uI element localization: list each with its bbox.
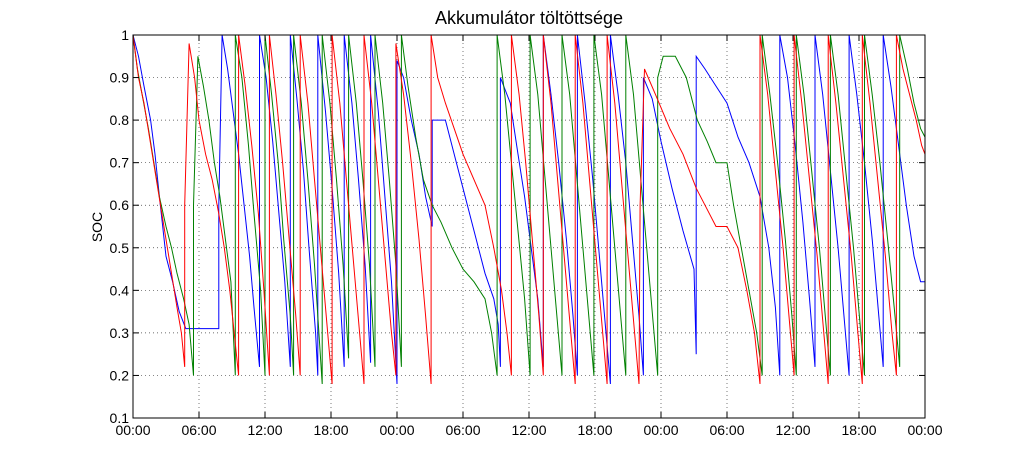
x-tick-label: 18:00: [841, 422, 876, 438]
y-tick-label: 0.1: [110, 410, 130, 426]
y-tick-label: 0.9: [110, 70, 130, 86]
x-tick-label: 06:00: [709, 422, 744, 438]
x-tick-label: 00:00: [115, 422, 150, 438]
x-tick-label: 18:00: [577, 422, 612, 438]
x-tick-label: 00:00: [907, 422, 942, 438]
series-line-0: [132, 34, 925, 385]
x-tick-label: 06:00: [181, 422, 216, 438]
y-tick-label: 0.7: [110, 155, 130, 171]
series-line-2: [132, 34, 926, 385]
y-tick-label: 0.6: [110, 197, 130, 213]
y-tick-label: 0.8: [110, 112, 130, 128]
series-line-1: [132, 34, 926, 385]
y-tick-label: 0.4: [110, 282, 130, 298]
x-tick-label: 12:00: [775, 422, 810, 438]
x-tick-label: 12:00: [247, 422, 282, 438]
x-tick-label: 18:00: [313, 422, 348, 438]
x-tick-label: 00:00: [379, 422, 414, 438]
y-tick-label: 1: [121, 27, 129, 43]
y-tick-label: 0.5: [110, 240, 130, 256]
x-tick-label: 00:00: [643, 422, 678, 438]
y-axis-label: SOC: [89, 212, 105, 242]
y-tick-label: 0.2: [110, 367, 130, 383]
plot-area: [132, 34, 926, 385]
chart-title: Akkumulátor töltöttsége: [435, 8, 623, 28]
x-tick-label: 06:00: [445, 422, 480, 438]
axes: 0.1 0.2 0.3 0.4 0.5 0.6 0.7 0.8 0.9 1 00:00 06:00 12…: [110, 27, 943, 438]
x-tick-label: 12:00: [511, 422, 546, 438]
y-tick-label: 0.3: [110, 325, 130, 341]
